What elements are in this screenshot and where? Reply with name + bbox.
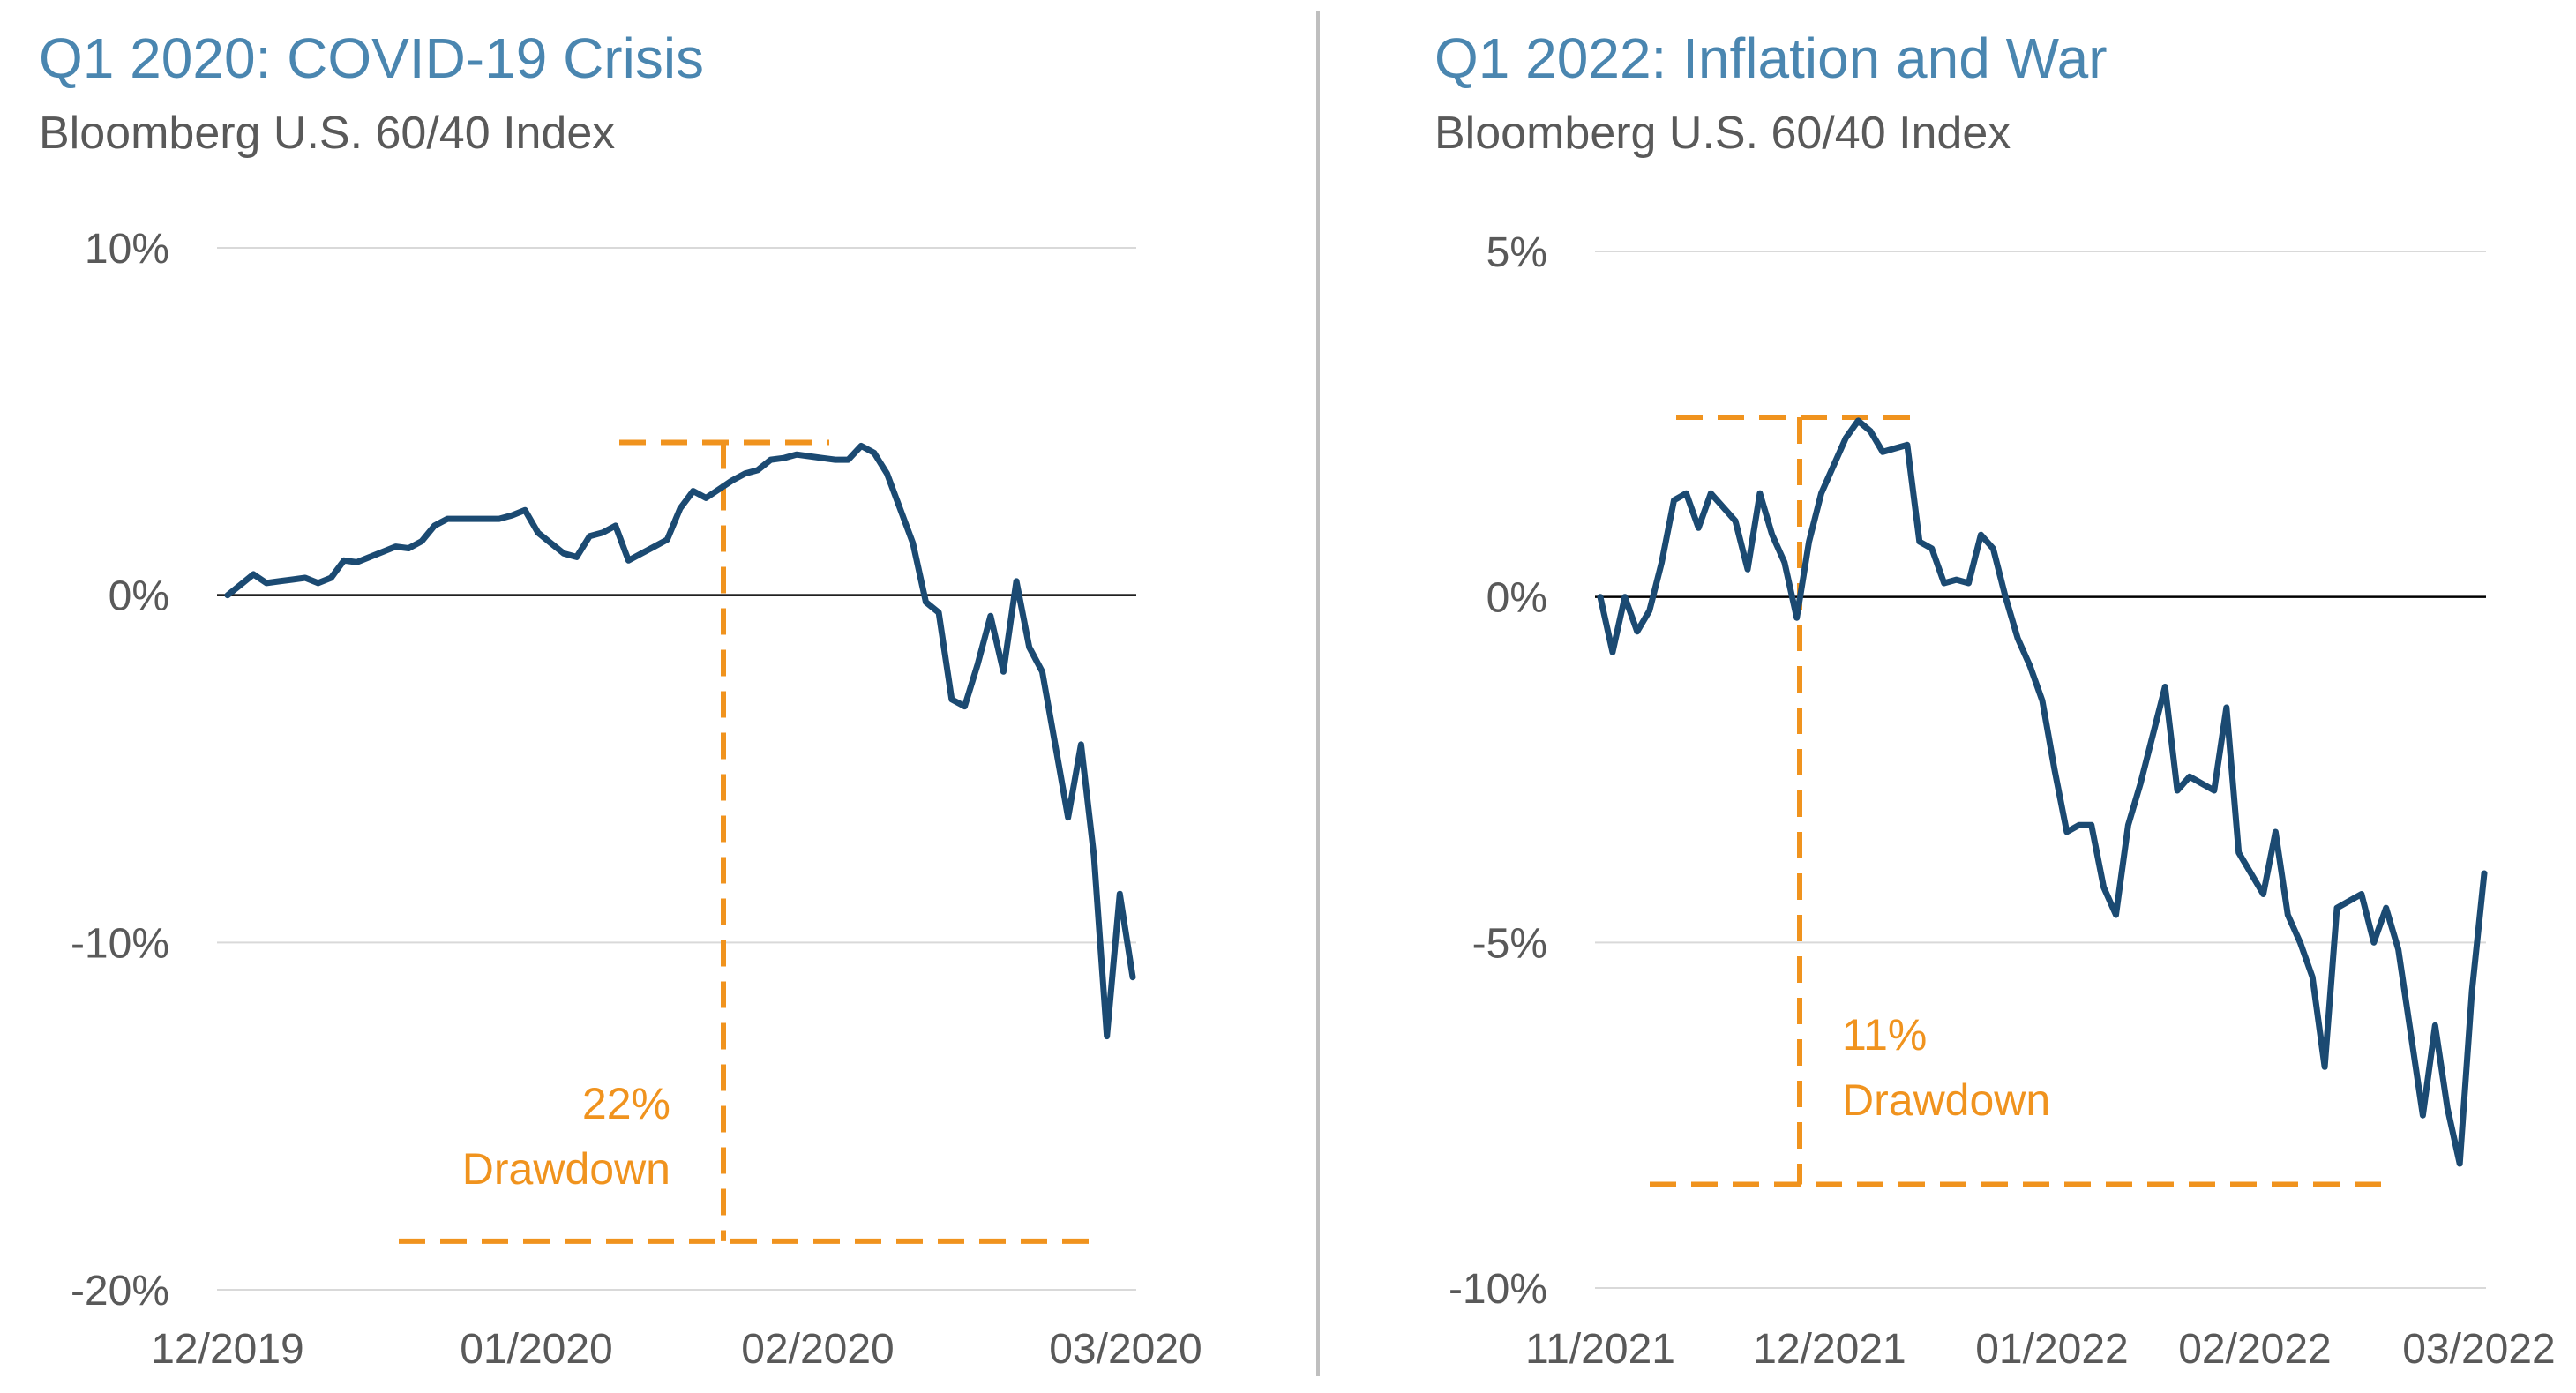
drawdown-label: Drawdown bbox=[1842, 1075, 2050, 1125]
x-tick-label: 01/2020 bbox=[460, 1326, 613, 1373]
x-tick-label: 12/2019 bbox=[151, 1326, 304, 1373]
x-tick-label: 12/2021 bbox=[1753, 1326, 1906, 1373]
x-tick-label: 02/2020 bbox=[741, 1326, 895, 1373]
chart-title: Q1 2020: COVID-19 Crisis bbox=[39, 26, 704, 90]
plot-grid bbox=[1595, 251, 2486, 1289]
chart-panel-inflation: Q1 2022: Inflation and War Bloomberg U.S… bbox=[1434, 26, 2556, 1373]
y-tick-label: -10% bbox=[71, 920, 169, 967]
y-tick-label: 5% bbox=[1486, 229, 1547, 276]
drawdown-percent-label: 11% bbox=[1842, 1010, 1927, 1060]
chart-panel-covid: Q1 2020: COVID-19 Crisis Bloomberg U.S. … bbox=[39, 26, 1202, 1373]
y-tick-label: 0% bbox=[109, 573, 169, 620]
x-tick-label: 11/2021 bbox=[1525, 1326, 1675, 1373]
drawdown-label: Drawdown bbox=[462, 1144, 670, 1194]
series-line-60-40-index bbox=[1597, 417, 2488, 1167]
x-axis-ticks: 11/2021 12/2021 01/2022 02/2022 03/2022 bbox=[1525, 1326, 2556, 1373]
plot-grid bbox=[217, 247, 1136, 1291]
chart-subtitle: Bloomberg U.S. 60/40 Index bbox=[39, 108, 615, 159]
chart-subtitle: Bloomberg U.S. 60/40 Index bbox=[1434, 108, 2011, 159]
x-tick-label: 01/2022 bbox=[1975, 1326, 2129, 1373]
y-tick-label: 0% bbox=[1486, 575, 1547, 622]
chart-title: Q1 2022: Inflation and War bbox=[1434, 26, 2108, 90]
x-axis-ticks: 12/2019 01/2020 02/2020 03/2020 bbox=[151, 1326, 1202, 1373]
drawdown-percent-label: 22% bbox=[582, 1079, 670, 1128]
x-tick-label: 02/2022 bbox=[2178, 1326, 2332, 1373]
y-tick-label: -5% bbox=[1472, 920, 1547, 967]
drawdown-annotation bbox=[399, 439, 1098, 1244]
drawdown-annotation bbox=[1650, 415, 2391, 1187]
y-axis-ticks: 10% 0% -10% -20% bbox=[71, 226, 169, 1314]
x-tick-label: 03/2020 bbox=[1049, 1326, 1202, 1373]
y-tick-label: -10% bbox=[1449, 1266, 1547, 1313]
y-axis-ticks: 5% 0% -5% -10% bbox=[1449, 229, 1547, 1313]
y-tick-label: 10% bbox=[85, 226, 169, 273]
x-tick-label: 03/2022 bbox=[2402, 1326, 2556, 1373]
series-line-60-40-index bbox=[224, 442, 1136, 1040]
y-tick-label: -20% bbox=[71, 1268, 169, 1314]
